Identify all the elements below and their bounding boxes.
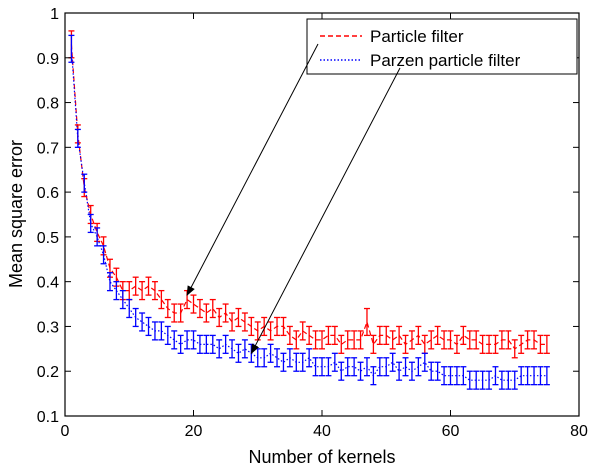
- y-tick-label: 0.8: [37, 96, 59, 113]
- x-tick-label: 0: [61, 423, 70, 440]
- x-tick-label: 40: [313, 423, 331, 440]
- error-bar: [421, 352, 428, 372]
- error-bar: [216, 339, 223, 359]
- error-bar: [338, 334, 345, 354]
- error-bar: [543, 366, 550, 386]
- error-bar: [196, 298, 203, 319]
- error-bar: [139, 312, 146, 332]
- annotation-arrow: [186, 43, 319, 296]
- error-bar: [158, 289, 165, 310]
- error-bar: [351, 330, 358, 350]
- error-bar: [428, 361, 435, 381]
- error-bar: [402, 357, 409, 377]
- error-bar: [518, 366, 525, 386]
- annotation-arrow: [250, 67, 401, 355]
- error-bar: [113, 281, 120, 301]
- x-tick-label: 60: [442, 423, 460, 440]
- series-parzen-particle-filter: [68, 34, 550, 390]
- error-bar: [306, 325, 313, 346]
- error-bar: [498, 370, 505, 390]
- error-bar: [100, 245, 107, 265]
- error-bar: [306, 348, 313, 368]
- error-bar: [396, 361, 403, 381]
- error-bar: [235, 343, 242, 363]
- legend-box: [306, 18, 578, 75]
- y-tick-label: 0.2: [37, 364, 59, 381]
- error-bar: [441, 330, 448, 350]
- error-bar: [473, 370, 480, 390]
- error-bar: [344, 330, 351, 350]
- error-bar: [286, 325, 293, 346]
- error-bar: [209, 298, 216, 319]
- error-bar: [447, 366, 454, 386]
- y-tick-label: 0.9: [37, 51, 59, 68]
- error-bar: [312, 330, 319, 350]
- error-bar: [184, 330, 191, 350]
- error-bar: [543, 334, 550, 354]
- error-bar: [389, 330, 396, 350]
- error-bar: [370, 334, 377, 354]
- error-bar: [376, 357, 383, 377]
- error-bar: [190, 330, 197, 350]
- error-bar: [344, 357, 351, 377]
- error-bar: [203, 334, 210, 354]
- error-bar: [460, 325, 467, 346]
- error-bar: [396, 325, 403, 346]
- error-bar: [428, 330, 435, 350]
- error-bar: [293, 330, 300, 350]
- error-bar: [351, 357, 358, 377]
- error-bar: [325, 325, 332, 346]
- y-tick-label: 0.5: [37, 230, 59, 247]
- error-bar: [171, 330, 178, 350]
- error-bar: [94, 227, 101, 247]
- y-tick-label: 0.3: [37, 319, 59, 336]
- legend: Particle filter Parzen particle filter: [306, 18, 578, 75]
- error-bar: [466, 330, 473, 350]
- y-axis-label: Mean square error: [6, 140, 26, 288]
- error-bar: [177, 334, 184, 354]
- error-bar: [312, 357, 319, 377]
- error-bar: [453, 366, 460, 386]
- error-bar: [338, 361, 345, 381]
- y-tick-label: 0.7: [37, 140, 59, 157]
- x-tick-label: 80: [570, 423, 588, 440]
- error-bar: [280, 352, 287, 372]
- error-bar: [319, 330, 325, 350]
- x-axis-label: Number of kernels: [248, 447, 395, 467]
- x-tick-label: 20: [185, 423, 203, 440]
- error-bar: [331, 352, 338, 372]
- error-bar: [274, 348, 281, 368]
- error-bar: [203, 303, 210, 323]
- legend-label-particle-filter: Particle filter: [370, 27, 464, 46]
- annotation-layer: [186, 43, 401, 355]
- y-tick-label: 1: [50, 6, 59, 23]
- y-tick-label: 0.6: [37, 185, 59, 202]
- error-bar: [363, 307, 370, 337]
- error-bar: [145, 316, 152, 337]
- error-bar: [466, 370, 473, 390]
- legend-label-parzen-particle-filter: Parzen particle filter: [370, 51, 521, 70]
- error-bar: [505, 330, 512, 350]
- marks-layer: [68, 30, 550, 390]
- error-bar: [434, 325, 441, 346]
- y-tick-label: 0.1: [37, 409, 59, 426]
- ticks-layer: 0 20 40 60 80 0.1 0.2 0.3 0.4 0.5 0.6 0.7 0.8 0.9 1: [37, 6, 588, 440]
- error-bar: [74, 128, 81, 148]
- y-tick-label: 0.4: [37, 275, 59, 292]
- series-line-particle-filter: [70, 44, 547, 350]
- error-bar: [434, 361, 441, 381]
- error-bar: [209, 334, 216, 354]
- error-bar: [389, 352, 396, 372]
- error-bar: [357, 361, 364, 381]
- error-bar: [241, 339, 248, 359]
- error-bar: [158, 321, 165, 341]
- error-bar: [441, 366, 448, 386]
